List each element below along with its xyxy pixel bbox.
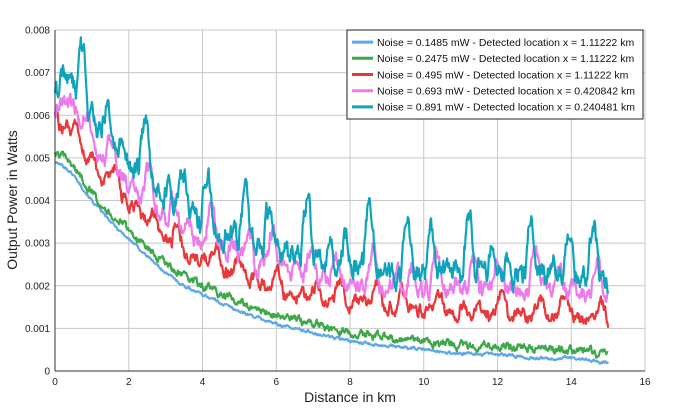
legend-entry: Noise = 0.1485 mW - Detected location x … (377, 37, 634, 49)
legend-entry: Noise = 0.495 mW - Detected location x =… (377, 69, 629, 81)
x-tick-label: 12 (492, 377, 504, 388)
legend: Noise = 0.1485 mW - Detected location x … (346, 29, 644, 120)
x-tick-label: 2 (126, 377, 132, 388)
x-tick-label: 6 (273, 377, 279, 388)
y-tick-label: 0.002 (25, 281, 50, 292)
y-tick-label: 0 (44, 367, 50, 378)
series-line-1 (54, 160, 610, 365)
y-tick-label: 0.007 (25, 68, 50, 79)
x-tick-label: 0 (52, 377, 58, 388)
tick-labels: 0 2 4 6 8 10 12 14 16 0 0.001 0.002 0.003 0.004 0.005 0… (25, 26, 651, 389)
y-tick-label: 0.005 (25, 153, 50, 164)
legend-entry: Noise = 0.891 mW - Detected location x =… (377, 102, 635, 114)
series-line-5 (53, 36, 610, 294)
x-axis-title: Distance in km (304, 389, 396, 405)
series-line-3 (53, 109, 610, 328)
x-tick-label: 14 (566, 377, 578, 388)
series-line-4 (53, 92, 609, 303)
y-tick-label: 0.008 (25, 26, 50, 37)
x-tick-label: 16 (639, 377, 651, 388)
series-line-2 (53, 150, 609, 359)
y-axis-title: Output Power in Watts (4, 130, 20, 270)
x-tick-label: 10 (418, 377, 430, 388)
legend-box (346, 29, 644, 120)
axes (54, 30, 645, 372)
y-tick-label: 0.004 (25, 196, 50, 207)
legend-entry: Noise = 0.693 mW - Detected location x =… (377, 86, 635, 98)
y-tick-label: 0.001 (25, 324, 50, 335)
series-layer (53, 36, 610, 365)
y-tick-label: 0.003 (25, 239, 50, 250)
x-tick-label: 4 (200, 377, 206, 388)
x-tick-label: 8 (347, 377, 353, 388)
legend-entry: Noise = 0.2475 mW - Detected location x … (377, 53, 634, 65)
y-tick-label: 0.006 (25, 111, 50, 122)
